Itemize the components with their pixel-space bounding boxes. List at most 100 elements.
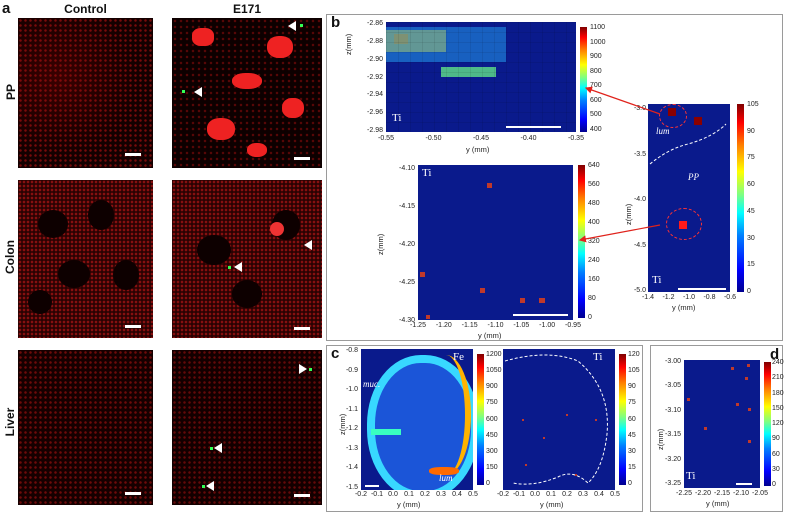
tick-label: -1.1 — [345, 405, 358, 413]
x-tick-labels: -1.25 -1.20 -1.15 -1.10 -1.05 -1.00 -0.95 — [410, 322, 581, 332]
tick-label: -1.3 — [345, 444, 358, 452]
tick-label: -4.10 — [399, 165, 415, 172]
axis-label-y: y (mm) — [672, 303, 696, 312]
tick-label: -0.45 — [473, 135, 489, 142]
tick-label: 0.0 — [530, 491, 540, 498]
tick-label: -2.94 — [367, 91, 383, 99]
tick-label: 0.4 — [594, 491, 604, 498]
tick-label: -3.25 — [665, 480, 681, 487]
tick-label: -3.10 — [665, 406, 681, 414]
arrow-icon — [206, 481, 214, 491]
colorbar — [580, 27, 587, 132]
tick-label: 1100 — [590, 24, 606, 31]
tick-label: 105 — [747, 101, 759, 108]
tick-label: 15 — [628, 463, 636, 471]
scale-bar — [294, 157, 310, 160]
x-tick-labels: -2.25 -2.20 -2.15 -2.10 -2.05 — [676, 490, 768, 500]
tick-label: -0.40 — [520, 135, 537, 142]
element-label-ti: Ti — [652, 274, 662, 286]
tick-label: -5.0 — [633, 287, 646, 294]
x-tick-labels: -1.4 -1.2 -1.0 -0.8 -0.6 — [642, 294, 736, 304]
tick-label: -3.15 — [665, 431, 681, 439]
tick-label: 0 — [772, 481, 776, 488]
colorbar-tick-labels: 640 560 480 400 320 240 160 80 0 — [588, 162, 618, 322]
micrograph-liver-control — [18, 350, 153, 505]
tick-label: -4.0 — [633, 196, 646, 203]
tick-label: 0.4 — [452, 491, 462, 498]
tick-label: -4.20 — [399, 241, 415, 248]
colorbar — [477, 354, 484, 485]
tick-label: 210 — [772, 374, 784, 382]
tick-label: 500 — [590, 111, 602, 119]
tick-label: -0.1 — [370, 491, 384, 498]
tick-label: 240 — [588, 257, 600, 264]
heatmap-ti-c: Ti — [503, 349, 615, 490]
axis-label-y: y (mm) — [397, 500, 421, 509]
tick-label: 900 — [486, 383, 498, 391]
tick-label: 400 — [590, 126, 602, 133]
heatmap-fe: Fe muc. lum — [361, 349, 473, 490]
tick-label: -2.15 — [714, 490, 730, 497]
tick-label: 0 — [588, 314, 592, 321]
element-label-fe: Fe — [453, 351, 464, 363]
scale-bar — [513, 314, 568, 316]
tick-label: 1050 — [486, 367, 502, 375]
tick-label: 0.1 — [546, 491, 556, 498]
annotation-lum: lum — [439, 473, 453, 483]
y-tick-labels: -3.00 -3.05 -3.10 -3.15 -3.20 -3.25 — [661, 358, 683, 488]
tick-label: -0.8 — [703, 294, 716, 301]
scale-bar — [736, 483, 752, 485]
tick-label: 600 — [486, 415, 498, 423]
tick-label: 240 — [772, 359, 784, 366]
tick-label: -1.0 — [345, 386, 358, 394]
tick-label: 75 — [747, 154, 755, 162]
tick-label: 60 — [772, 450, 780, 458]
tick-label: 1200 — [486, 351, 502, 358]
scale-bar — [125, 153, 141, 156]
annotation-muc: muc. — [363, 379, 381, 389]
scale-bar — [678, 288, 726, 290]
tick-label: -1.5 — [345, 484, 358, 491]
tick-label: 700 — [590, 82, 602, 90]
tick-label: -3.00 — [665, 358, 681, 365]
tick-label: 0.3 — [578, 491, 588, 498]
tick-label: 900 — [590, 53, 602, 61]
panel-a-letter: a — [2, 0, 11, 17]
arrow-icon — [299, 364, 307, 374]
tick-label: 750 — [486, 399, 498, 407]
x-tick-labels: -0.2 -0.1 0.0 0.1 0.2 0.3 0.4 0.5 — [355, 491, 478, 501]
tick-label: -0.1 — [512, 491, 526, 498]
tick-label: -0.6 — [723, 294, 737, 301]
tick-label: -1.2 — [345, 425, 358, 433]
colorbar-tick-labels: 240 210 180 150 120 90 60 30 0 — [772, 359, 786, 489]
tick-label: 150 — [486, 463, 498, 471]
tick-label: -3.5 — [633, 150, 646, 158]
tick-label: 15 — [747, 261, 755, 269]
tick-label: 800 — [590, 67, 602, 75]
scale-bar — [294, 494, 310, 497]
scale-bar — [365, 485, 379, 487]
tick-label: -1.0 — [682, 294, 696, 301]
tick-label: 160 — [588, 276, 600, 283]
tick-label: 0.5 — [468, 491, 478, 498]
tick-label: 60 — [747, 181, 755, 189]
scale-bar — [125, 325, 141, 328]
arrow-icon — [288, 21, 296, 31]
tick-label: -2.10 — [733, 490, 749, 497]
tick-label: 105 — [628, 367, 640, 375]
tick-label: 90 — [747, 127, 755, 135]
heatmap-ti-top: Ti — [386, 22, 576, 132]
tick-label: 0 — [747, 288, 751, 295]
axis-label-y: y (mm) — [466, 145, 490, 154]
tick-label: -0.35 — [568, 135, 584, 142]
colorbar — [764, 362, 771, 486]
element-label-ti: Ti — [593, 351, 603, 363]
tick-label: 0.3 — [436, 491, 446, 498]
micrograph-colon-control — [18, 180, 153, 338]
tick-label: 30 — [772, 465, 780, 473]
tick-label: -0.95 — [565, 322, 581, 329]
heatmap-ti-d: Ti — [684, 360, 760, 488]
colorbar — [737, 104, 744, 292]
tick-label: -2.20 — [695, 490, 711, 497]
row-label-colon: Colon — [3, 240, 17, 274]
